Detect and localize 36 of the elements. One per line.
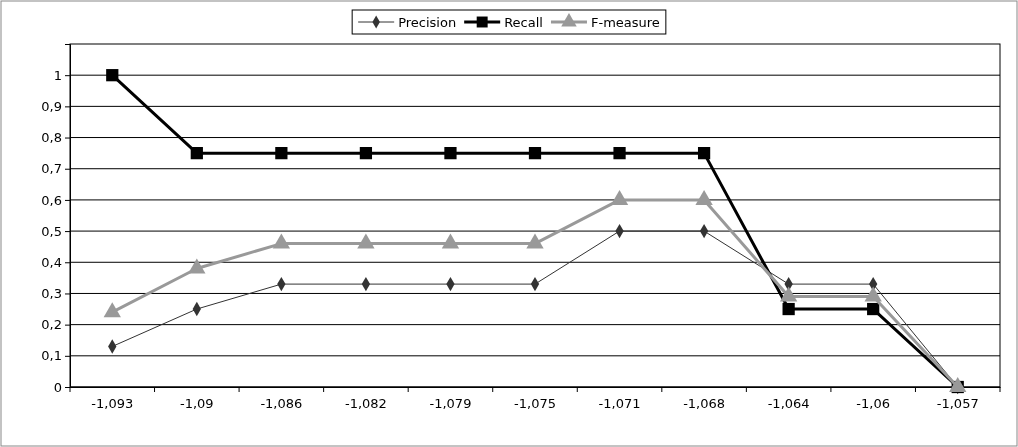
x-tick-label: -1,09 xyxy=(180,396,214,412)
point xyxy=(867,302,880,316)
legend-label: Precision xyxy=(398,15,457,30)
y-tick-label: 0,9 xyxy=(41,99,62,115)
y-tick-label: 1 xyxy=(53,67,62,83)
point xyxy=(359,147,373,160)
point xyxy=(444,147,457,160)
legend-label: Recall xyxy=(504,15,543,30)
x-tick-label: -1,06 xyxy=(856,396,890,412)
y-tick-label: 0 xyxy=(53,379,62,395)
x-tick-label: -1,079 xyxy=(429,396,472,412)
y-tick-label: 0,3 xyxy=(41,286,62,302)
point xyxy=(103,302,121,318)
point xyxy=(613,147,626,160)
y-tick-label: 0,4 xyxy=(41,254,62,270)
y-tick-label: 0,8 xyxy=(41,130,62,146)
point xyxy=(782,302,795,316)
point xyxy=(697,147,711,160)
y-tick-label: 0,7 xyxy=(41,161,62,177)
y-tick-label: 0,2 xyxy=(41,317,62,333)
y-tick-label: 0,5 xyxy=(41,223,62,239)
x-tick-label: -1,093 xyxy=(91,396,134,412)
legend-label: F-measure xyxy=(590,15,660,30)
x-tick-label: -1,064 xyxy=(767,396,810,412)
point xyxy=(275,147,288,160)
point xyxy=(528,147,542,160)
x-tick-label: -1,086 xyxy=(260,396,303,412)
x-tick-label: -1,068 xyxy=(683,396,726,412)
y-tick-label: 0,6 xyxy=(41,192,62,208)
x-tick-label: -1,082 xyxy=(344,396,387,412)
x-tick-label: -1,057 xyxy=(936,396,979,412)
x-tick-label: -1,075 xyxy=(514,396,556,412)
point xyxy=(106,69,119,82)
x-tick-label: -1,071 xyxy=(598,396,641,412)
y-tick-label: 0,1 xyxy=(41,348,62,364)
point xyxy=(190,147,203,160)
